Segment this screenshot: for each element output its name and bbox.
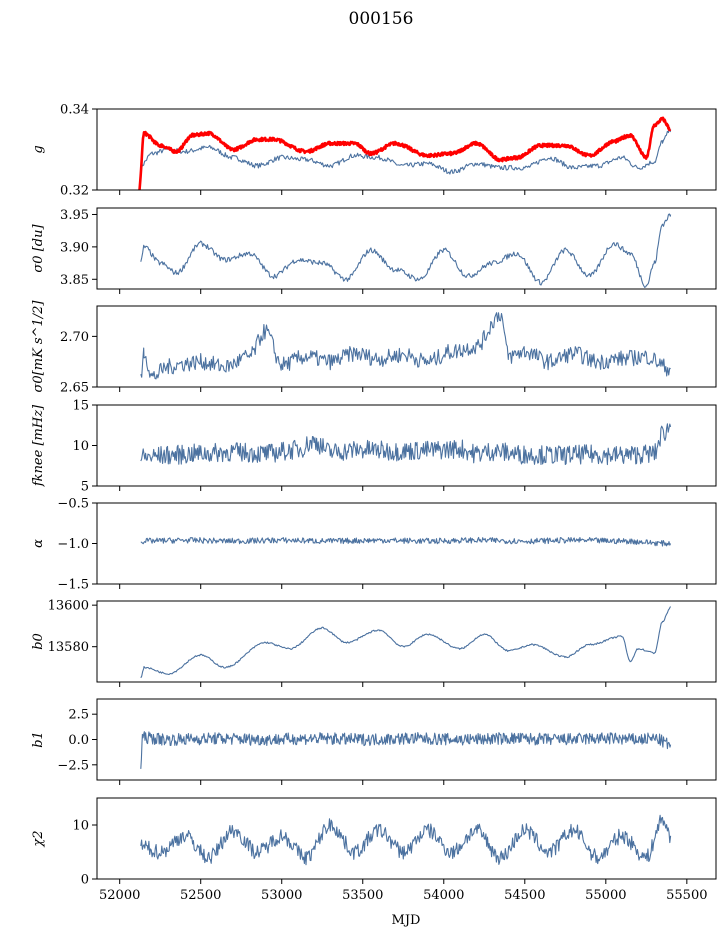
figure-title: 000156 — [349, 9, 414, 29]
y-tick-label: 0 — [81, 873, 89, 888]
panel-5: −1.5 −1.0 −0.5 α — [31, 497, 717, 593]
panel-frame — [96, 305, 717, 388]
series-line-1 — [140, 213, 672, 288]
x-axis-label: MJD — [392, 913, 421, 928]
x-tick-label: 53000 — [261, 888, 302, 903]
series-line-1 — [140, 312, 671, 380]
y-tick-label: 0.0 — [68, 733, 89, 748]
y-tick-label: 0.32 — [60, 184, 89, 199]
series-line-1 — [140, 731, 672, 769]
panel-2: 3.85 3.90 3.95 σ0 [du] — [31, 207, 717, 294]
panel-frame — [96, 108, 717, 191]
panel-8: 0 10 52000 52500 53000 53500 54000 54500 55000 55… — [31, 797, 717, 903]
series-line-1 — [140, 423, 672, 466]
x-tick-label: 52000 — [99, 888, 140, 903]
y-axis-label: fknee [mHz] — [31, 404, 46, 487]
y-axis-label: σ0[mK s^1/2] — [31, 300, 46, 393]
y-tick-label: 3.85 — [60, 273, 89, 288]
series-line-1 — [140, 606, 671, 679]
panel-frame — [96, 502, 717, 585]
x-tick-label: 52500 — [180, 888, 221, 903]
y-tick-label: 5 — [81, 480, 89, 495]
x-tick-label: 53500 — [342, 888, 383, 903]
x-tick-label: 55500 — [666, 888, 707, 903]
y-tick-label: −1.0 — [57, 537, 89, 552]
y-tick-label: 13600 — [48, 599, 89, 614]
panel-4: 5 10 15 fknee [mHz] — [31, 399, 717, 495]
panel-frame — [96, 600, 717, 683]
y-axis-label: b1 — [31, 731, 46, 748]
y-tick-label: −0.5 — [57, 497, 89, 512]
y-tick-label: −1.5 — [57, 578, 89, 593]
x-tick-label: 54500 — [504, 888, 545, 903]
y-tick-label: −2.5 — [57, 758, 89, 773]
y-tick-label: 2.5 — [68, 708, 89, 723]
y-axis-label: σ0 [du] — [31, 224, 46, 273]
x-tick-label: 54000 — [423, 888, 464, 903]
panel-frame — [96, 207, 717, 290]
y-tick-label: 0.34 — [60, 103, 89, 118]
y-tick-label: 10 — [72, 819, 89, 834]
panel-7: −2.5 0.0 2.5 b1 — [31, 698, 717, 785]
panel-3: 2.65 2.70 σ0[mK s^1/2] — [31, 300, 717, 396]
y-axis-label: χ2 — [31, 830, 46, 847]
panel-6: 13580 13600 b0 — [31, 599, 717, 687]
series-line-1 — [140, 127, 672, 175]
y-tick-label: 3.90 — [60, 240, 89, 255]
panels: 0.32 0.34 g 3.85 3.90 3.95 σ0 [du] 2.65 2.70 σ0[m… — [31, 103, 717, 903]
panel-1: 0.32 0.34 g — [31, 103, 717, 199]
y-tick-label: 15 — [72, 399, 89, 414]
y-axis-label: α — [31, 539, 46, 548]
panel-frame — [96, 797, 717, 880]
y-tick-label: 2.70 — [60, 330, 89, 345]
y-tick-label: 13580 — [48, 640, 89, 655]
x-tick-label: 55000 — [585, 888, 626, 903]
y-axis-label: b0 — [31, 633, 46, 650]
y-tick-label: 2.65 — [60, 381, 89, 396]
series-line-1 — [140, 814, 672, 866]
series-line-1 — [140, 536, 672, 547]
y-axis-label: g — [31, 145, 46, 153]
y-tick-label: 10 — [72, 439, 89, 454]
series-line-2 — [138, 116, 672, 190]
y-tick-label: 3.95 — [60, 208, 89, 223]
